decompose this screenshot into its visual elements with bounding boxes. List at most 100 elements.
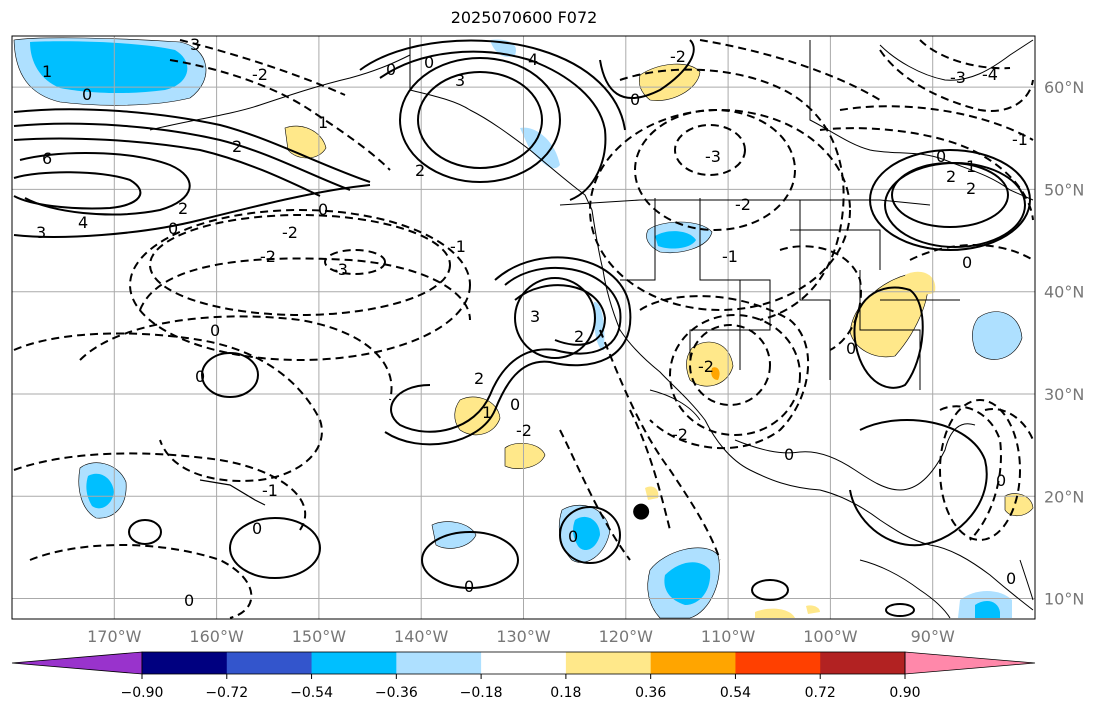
map-area: 1 0 6 4 3 2 0 2 0 -2 -2 -3 -2 1 0 0 3 2 … xyxy=(11,35,1036,620)
contour-label: 0 xyxy=(195,367,205,386)
colorbar-tick-label: −0.18 xyxy=(460,685,503,701)
colorbar-segment xyxy=(650,652,736,674)
contour-label: 1 xyxy=(482,403,492,422)
contours-positive xyxy=(13,39,1031,617)
contour-label: -2 xyxy=(672,425,688,444)
colorbar-segment xyxy=(735,652,821,674)
colorbar-tick-label: 0.54 xyxy=(720,685,751,701)
contour-label: 2 xyxy=(574,327,584,346)
colorbar-segment xyxy=(396,652,482,674)
contour-label: 2 xyxy=(415,161,425,180)
coastlines xyxy=(149,38,1034,619)
contour-label: 1 xyxy=(966,157,976,176)
lon-tick-label: 90°W xyxy=(911,627,955,646)
contour-label: 0 xyxy=(318,200,328,219)
colorbar-tick-label: −0.90 xyxy=(121,685,164,701)
contour-label: -3 xyxy=(950,68,966,87)
shaded-regions xyxy=(13,37,1034,619)
colorbar-tick-label: 0.36 xyxy=(635,685,666,701)
colorbar xyxy=(11,651,1036,675)
contour-label: 3 xyxy=(36,223,46,242)
contour-label: 0 xyxy=(996,471,1006,490)
lat-tick-label: 40°N xyxy=(1044,283,1084,302)
lat-tick-label: 20°N xyxy=(1044,487,1084,506)
contour-label: -2 xyxy=(516,421,532,440)
contour-label: 4 xyxy=(78,213,88,232)
lat-tick-label: 10°N xyxy=(1044,590,1084,609)
lon-tick-label: 100°W xyxy=(803,627,858,646)
contour-label: -2 xyxy=(252,65,268,84)
contour-label: -2 xyxy=(670,47,686,66)
contour-label: 0 xyxy=(184,591,194,610)
lat-tick-label: 50°N xyxy=(1044,180,1084,199)
contour-label: 0 xyxy=(210,321,220,340)
contour-label: 2 xyxy=(474,369,484,388)
colorbar-tick-label: 0.18 xyxy=(550,685,581,701)
latitude-tick-labels: 60°N 50°N 40°N 30°N 20°N 10°N xyxy=(1044,78,1084,608)
colorbar-segment xyxy=(142,652,228,674)
lon-tick-label: 140°W xyxy=(394,627,449,646)
map-title: 2025070600 F072 xyxy=(450,8,598,27)
contour-label: -2 xyxy=(698,357,714,376)
contour-labels: 1 0 6 4 3 2 0 2 0 -2 -2 -3 -2 1 0 0 3 2 … xyxy=(36,35,1028,610)
contour-label: 0 xyxy=(568,527,578,546)
colorbar-segment xyxy=(820,652,906,674)
contour-label: 0 xyxy=(510,395,520,414)
contour-label: 2 xyxy=(232,137,242,156)
contour-label: 0 xyxy=(936,147,946,166)
contour-label: -1 xyxy=(262,481,278,500)
contour-label: 0 xyxy=(386,60,396,79)
lon-tick-label: 110°W xyxy=(701,627,756,646)
lon-tick-label: 160°W xyxy=(189,627,244,646)
contour-label: -1 xyxy=(1012,130,1028,149)
contour-label: -1 xyxy=(722,247,738,266)
contour-label: 0 xyxy=(82,85,92,104)
lon-tick-label: 130°W xyxy=(496,627,551,646)
contour-label: 0 xyxy=(1006,569,1016,588)
contour-label: 2 xyxy=(178,199,188,218)
colorbar-tick-label: 0.90 xyxy=(889,685,920,701)
contours-negative xyxy=(13,39,1034,619)
lon-tick-label: 120°W xyxy=(599,627,654,646)
colorbar-segment xyxy=(481,652,567,674)
colorbar-tick-label: −0.54 xyxy=(290,685,333,701)
contour-label: 0 xyxy=(630,90,640,109)
colorbar-segment xyxy=(565,652,652,674)
contour-label: 0 xyxy=(424,53,434,72)
contour-label: 2 xyxy=(966,179,976,198)
contour-label: 3 xyxy=(190,35,200,54)
contour-label: -2 xyxy=(735,195,751,214)
contour-label: -3 xyxy=(332,260,348,279)
colorbar-tick-label: −0.72 xyxy=(205,685,248,701)
lon-tick-label: 150°W xyxy=(292,627,347,646)
contour-label: 4 xyxy=(528,50,538,69)
contour-label: -2 xyxy=(260,247,276,266)
contour-label: -4 xyxy=(982,65,998,84)
contour-label: 0 xyxy=(846,339,856,358)
colorbar-segment xyxy=(226,652,313,674)
contour-label: 3 xyxy=(530,307,540,326)
lat-tick-label: 60°N xyxy=(1044,78,1084,97)
colorbar-tick-label: −0.36 xyxy=(375,685,418,701)
contour-label: -2 xyxy=(282,223,298,242)
contour-label: 0 xyxy=(252,519,262,538)
contour-label: 0 xyxy=(784,445,794,464)
colorbar-extend-low xyxy=(11,651,143,675)
colorbar-tick-label: 0.72 xyxy=(805,685,836,701)
location-marker xyxy=(633,503,650,520)
lon-tick-label: 170°W xyxy=(87,627,142,646)
map-gridlines xyxy=(12,36,1035,619)
colorbar-segment xyxy=(311,652,397,674)
contour-label: -3 xyxy=(705,147,721,166)
contour-label: -1 xyxy=(450,237,466,256)
contour-label: 2 xyxy=(946,167,956,186)
longitude-tick-labels: 170°W 160°W 150°W 140°W 130°W 120°W 110°W 100°W… xyxy=(87,627,955,646)
contour-label: 3 xyxy=(455,71,465,90)
lat-tick-label: 30°N xyxy=(1044,385,1084,404)
contour-label: 0 xyxy=(464,577,474,596)
contour-label: 1 xyxy=(318,113,328,132)
colorbar-extend-high xyxy=(904,651,1036,675)
colorbar-tick-labels: −0.90 −0.72 −0.54 −0.36 −0.18 0.18 0.36 0.54 0.7… xyxy=(121,674,921,701)
contour-label: 1 xyxy=(42,62,52,81)
